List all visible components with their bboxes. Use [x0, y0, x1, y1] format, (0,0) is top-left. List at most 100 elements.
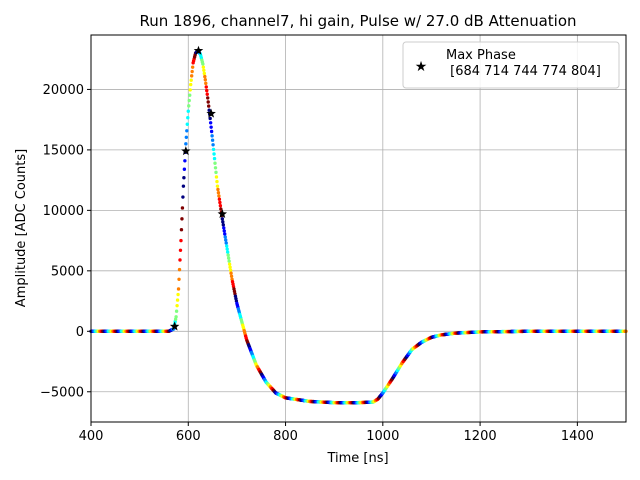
y-axis-label: Amplitude [ADC Counts]: [14, 149, 29, 307]
y-tick-label: −5000: [40, 385, 84, 400]
y-tick-label: 20000: [43, 83, 84, 98]
x-tick-label: 1400: [561, 429, 594, 444]
curve-point: [218, 200, 222, 205]
curve-point: [229, 274, 234, 278]
curve-point: [179, 238, 183, 243]
curve-point: [226, 256, 231, 260]
curve-point: [216, 191, 221, 195]
plot-frame: [90, 34, 627, 423]
grid: [90, 35, 626, 422]
chart-title: Run 1896, channel7, hi gain, Pulse w/ 27…: [139, 12, 576, 30]
curve-point: [225, 244, 229, 248]
curve-point: [222, 226, 226, 230]
curve-point: [226, 253, 230, 257]
x-tick-label: 600: [176, 429, 201, 444]
curve-point: [215, 179, 219, 184]
curve-point: [201, 62, 205, 66]
legend-box: [402, 41, 620, 89]
curve-point: [186, 116, 190, 120]
curve-point: [210, 134, 214, 138]
curve-point: [190, 69, 194, 74]
curve-point: [209, 125, 213, 129]
legend-label: Max Phase [684 714 744 774 804]: [446, 48, 601, 79]
curve-point: [224, 241, 228, 245]
curve-point: [227, 259, 231, 263]
curve-point: [205, 92, 209, 96]
curve-point: [225, 250, 230, 254]
curve-point: [185, 129, 189, 133]
y-tick-label: 15000: [43, 143, 84, 158]
legend-label-line: Max Phase: [446, 48, 516, 63]
curve-point: [176, 287, 181, 291]
curve-point: [220, 217, 225, 221]
max-phase-star: [169, 321, 180, 331]
curve-point: [212, 152, 216, 156]
curve-point: [204, 85, 208, 89]
curve-point: [205, 88, 209, 93]
curve-point: [175, 303, 179, 308]
curve-point: [188, 93, 192, 97]
curve-point: [179, 228, 184, 232]
curve-point: [180, 206, 185, 210]
y-tick-label: 5000: [51, 264, 84, 279]
curve-point: [187, 98, 191, 103]
legend: ★ Max Phase [684 714 744 774 804]: [402, 41, 620, 89]
curve-point: [184, 142, 188, 146]
curve-point: [221, 220, 225, 224]
curve-point: [175, 298, 180, 302]
curve-point: [183, 159, 187, 163]
curve-point: [176, 292, 180, 297]
curve-point: [217, 194, 221, 198]
curve-point: [184, 135, 189, 140]
curve-point: [206, 100, 210, 104]
curve-point: [209, 129, 214, 134]
curve: [89, 49, 628, 405]
curve-point: [208, 116, 212, 121]
legend-label-line: [684 714 744 774 804]: [446, 64, 601, 79]
max-phase-star: [206, 108, 216, 118]
curve-point: [178, 258, 182, 262]
x-tick-label: 400: [79, 429, 104, 444]
curve-point: [223, 235, 227, 239]
curve-point: [211, 147, 216, 152]
y-tick-label: 10000: [43, 204, 84, 219]
curve-point: [189, 82, 193, 87]
curve-point: [201, 65, 206, 69]
legend-star-icon: ★: [415, 59, 428, 75]
curve-point: [224, 238, 228, 242]
y-axis: −5000 0 5000 10000 15000 20000: [40, 83, 91, 400]
curve-point: [207, 108, 211, 112]
curve-point: [215, 184, 220, 188]
curve-point: [186, 109, 190, 113]
curve-point: [174, 315, 178, 319]
curve-point: [203, 74, 207, 79]
curve-point: [189, 74, 194, 78]
curve-point: [229, 271, 233, 275]
curve-point: [182, 176, 186, 180]
curve-point: [210, 138, 215, 142]
curve-point: [223, 232, 227, 236]
curve-point: [211, 143, 215, 147]
y-tick-label: 0: [76, 325, 84, 340]
curve-point: [221, 223, 225, 227]
curve-point: [178, 248, 183, 252]
curve-point: [228, 265, 232, 269]
curve-point: [216, 187, 220, 192]
curve-point: [203, 78, 207, 82]
curve-point: [180, 217, 184, 221]
curve-point: [222, 229, 226, 233]
max-phase-star: [217, 208, 228, 219]
curve-point: [177, 267, 182, 272]
curve-point: [181, 184, 186, 188]
curve-point: [202, 71, 207, 76]
curve-point: [189, 78, 193, 82]
curve-point: [185, 122, 189, 126]
curve-point: [190, 65, 195, 69]
curve-point: [187, 104, 191, 108]
curve-point: [208, 121, 213, 125]
curve-point: [204, 81, 208, 86]
curve-point: [213, 166, 218, 170]
x-axis-label: Time [ns]: [326, 451, 388, 466]
curve-point: [202, 68, 206, 73]
